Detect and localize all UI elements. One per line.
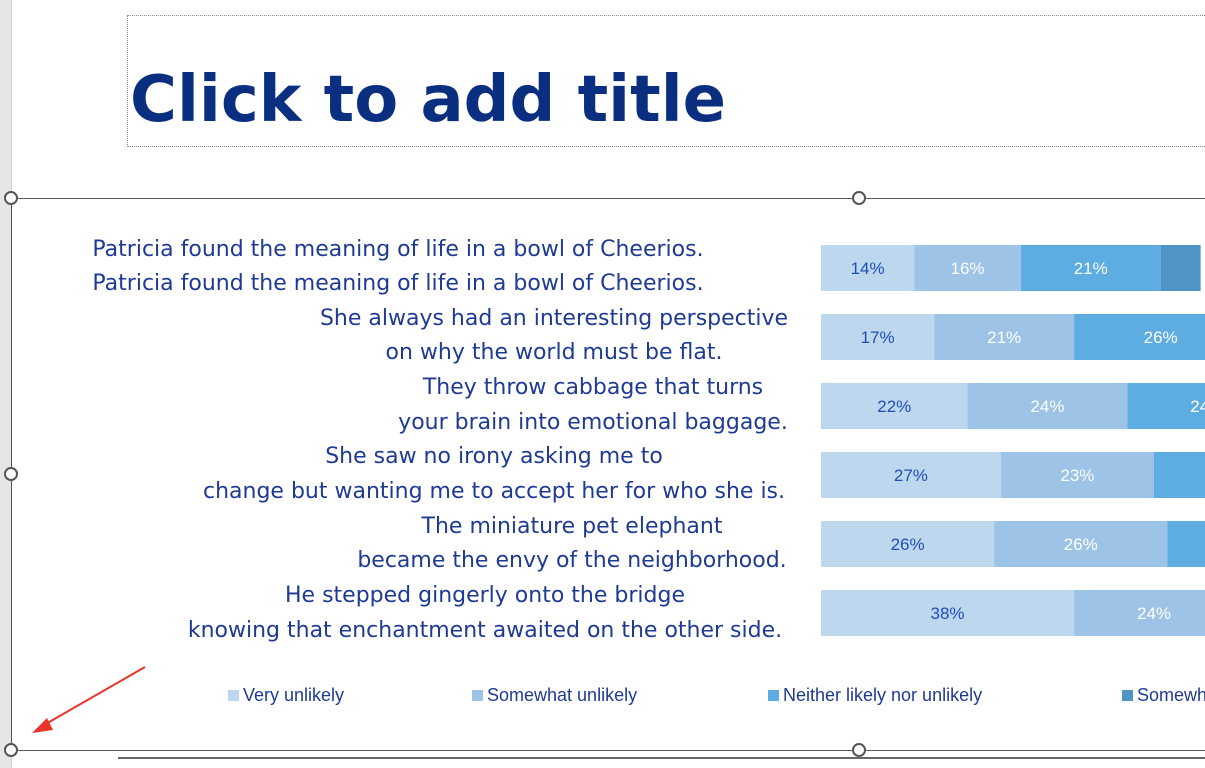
legend-label: Somewhat unlikely <box>487 684 638 705</box>
category-label-line: Patricia found the meaning of life in a … <box>92 271 704 296</box>
bar-segment[interactable] <box>821 314 935 360</box>
bar-data-label: 24% <box>1137 604 1171 623</box>
bar-data-label: 21% <box>987 328 1021 347</box>
bar-segment[interactable] <box>1127 383 1205 429</box>
bar-segment[interactable] <box>1167 521 1205 567</box>
bar-data-label: 38% <box>931 604 965 623</box>
legend-item-somewhat-unlikely[interactable]: Somewhat unlikely <box>472 683 637 707</box>
annotation-arrow-icon <box>32 666 146 733</box>
bar-segment[interactable] <box>994 521 1168 567</box>
legend-label: Neither likely nor unlikely <box>783 684 983 705</box>
category-label-line: change but wanting me to accept her for … <box>202 479 786 504</box>
bar-segment[interactable] <box>1154 452 1205 498</box>
bar-data-label: 24% <box>1030 397 1064 416</box>
category-label-line: on why the world must be flat. <box>385 340 723 365</box>
legend-swatch <box>472 689 483 701</box>
category-label-line: became the envy of the neighborhood. <box>357 548 787 573</box>
bar-data-label: 26% <box>1144 328 1178 347</box>
bar-segment[interactable] <box>821 383 968 429</box>
category-label-line: Patricia found the meaning of life in a … <box>92 237 704 262</box>
resize-handle-bottom-middle[interactable] <box>852 743 866 757</box>
chart-frame-bottom-border <box>11 750 1205 751</box>
category-label-line: your brain into emotional baggage. <box>398 410 788 435</box>
resize-handle-bottom-left[interactable] <box>4 743 18 757</box>
legend-item-very-unlikely[interactable]: Very unlikely <box>228 683 344 707</box>
legend-label: Somewhl <box>1137 684 1205 705</box>
category-label-line: He stepped gingerly onto the bridge <box>285 583 685 608</box>
bar-data-label: 21% <box>1074 259 1108 278</box>
bar-data-label: 27% <box>894 466 928 485</box>
bar-segment[interactable] <box>1074 314 1205 360</box>
bar-segment[interactable] <box>1020 245 1161 291</box>
bar-segment[interactable] <box>1074 590 1205 636</box>
title-placeholder-text: Click to add title <box>130 63 727 137</box>
category-label-line: They throw cabbage that turns <box>422 375 764 400</box>
title-placeholder[interactable]: Click to add title <box>127 15 1205 147</box>
legend-swatch <box>1122 689 1133 701</box>
bar-segment[interactable] <box>821 245 915 291</box>
bar-segment[interactable] <box>1160 245 1201 291</box>
bar-data-label: 26% <box>1064 535 1098 554</box>
legend-label: Very unlikely <box>243 684 345 705</box>
bar-data-label: 16% <box>951 259 985 278</box>
bar-segment[interactable] <box>821 521 995 567</box>
bar-segment[interactable] <box>821 452 1001 498</box>
category-label-line: She saw no irony asking me to <box>325 444 663 469</box>
bar-data-label: 14% <box>851 259 885 278</box>
resize-handle-top-left[interactable] <box>4 191 18 205</box>
bar-data-label: 24% <box>1190 397 1205 416</box>
legend-swatch <box>228 689 239 701</box>
legend-item-somewhat-likely[interactable]: Somewhl <box>1122 683 1205 707</box>
resize-handle-top-middle[interactable] <box>852 191 866 205</box>
slide-bottom-rule <box>118 757 1205 759</box>
bar-segment[interactable] <box>967 383 1128 429</box>
chart-frame-top-border <box>11 198 1205 199</box>
category-label-line: knowing that enchantment awaited on the … <box>187 618 783 643</box>
resize-handle-middle-left[interactable] <box>4 467 18 481</box>
bar-data-label: 22% <box>877 397 911 416</box>
bar-data-label: 17% <box>861 328 895 347</box>
category-label-line: She always had an interesting perspectiv… <box>319 306 789 331</box>
bar-data-label: 23% <box>1060 466 1094 485</box>
legend-swatch <box>768 689 779 701</box>
legend-item-neither[interactable]: Neither likely nor unlikely <box>768 683 982 707</box>
bar-segment[interactable] <box>821 590 1075 636</box>
category-label-line: The miniature pet elephant <box>421 514 723 539</box>
bar-segment[interactable] <box>914 245 1021 291</box>
bar-segment[interactable] <box>934 314 1075 360</box>
bar-segment[interactable] <box>1000 452 1154 498</box>
bar-data-label: 26% <box>891 535 925 554</box>
